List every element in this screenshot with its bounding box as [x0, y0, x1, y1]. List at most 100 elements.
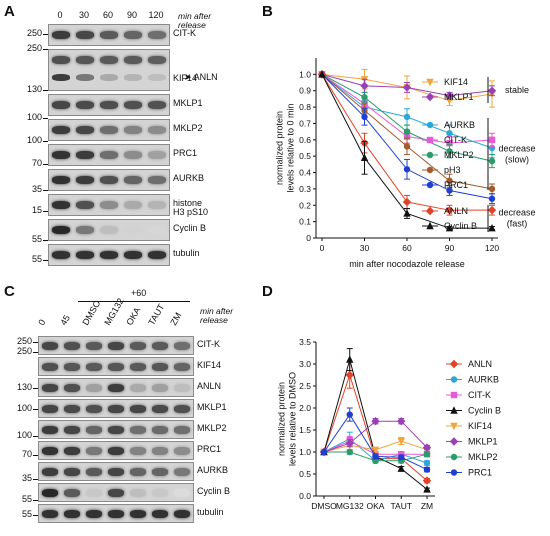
x-tick-label: 0 — [320, 243, 325, 253]
band — [42, 383, 58, 392]
row-label: CIT-K — [197, 338, 221, 349]
blot-strip — [48, 49, 170, 91]
band — [174, 467, 190, 476]
band — [42, 362, 58, 371]
group-bracket-c — [78, 301, 190, 302]
band — [64, 341, 80, 350]
data-point — [320, 448, 328, 456]
band — [152, 404, 168, 413]
chart-b: 0 0.1 0.2 0.3 0.4 0.5 0.6 0.7 0.8 0.9 1.0 0 30 60 90 12… — [275, 58, 536, 269]
blot-strip — [38, 462, 194, 481]
legend-label: CIT-K — [468, 390, 491, 400]
panel-letter-c: C — [4, 283, 15, 300]
time-caption-c-text: min after release — [200, 306, 234, 325]
legend-label: PRC1 — [468, 468, 492, 478]
y-tick-label: 0.2 — [299, 200, 311, 210]
mw-tick — [43, 141, 48, 142]
row-label: MKLP1 — [173, 98, 203, 108]
panel-letter-d: D — [262, 283, 273, 300]
row-label: PRC1 — [197, 443, 222, 454]
legend-label: MKLP2 — [468, 452, 498, 462]
data-point — [372, 457, 379, 464]
data-point — [426, 78, 434, 87]
data-point — [449, 359, 459, 369]
band — [152, 488, 168, 497]
y-tick-label: 0.8 — [299, 102, 311, 112]
mw-marker: 130 — [26, 84, 42, 94]
band — [100, 126, 118, 134]
band — [64, 446, 80, 455]
band — [124, 31, 142, 39]
mw-marker: 55 — [21, 494, 32, 504]
mw-marker: 35 — [21, 473, 32, 483]
y-tick-label: 0.3 — [299, 184, 311, 194]
data-point — [425, 92, 435, 102]
mw-tick — [43, 240, 48, 241]
x-tick-label: TAUT — [390, 501, 412, 511]
band — [174, 341, 190, 350]
y-tick-label: 0.5 — [299, 469, 311, 479]
mw-marker: 100 — [16, 430, 32, 440]
blot-strip — [48, 169, 170, 191]
band — [100, 226, 118, 234]
mw-tick — [33, 479, 38, 480]
band — [64, 383, 80, 392]
band — [148, 101, 166, 109]
mw-marker: 100 — [26, 135, 42, 145]
band — [174, 362, 190, 371]
band — [42, 404, 58, 413]
band — [130, 509, 146, 518]
band — [76, 251, 94, 259]
band — [174, 383, 190, 392]
mw-tick — [33, 515, 38, 516]
data-point — [345, 370, 354, 380]
band — [174, 404, 190, 413]
band — [86, 467, 102, 476]
legend-label: MKLP2 — [444, 150, 474, 160]
data-point — [403, 143, 411, 150]
data-point — [445, 223, 454, 232]
legend-label: Cyclin B — [468, 406, 501, 416]
panel-letter-b: B — [262, 3, 273, 20]
band — [148, 126, 166, 134]
mw-marker: 70 — [21, 449, 32, 459]
lane-label: 90 — [126, 10, 137, 20]
row-label: KIF14 — [173, 73, 198, 83]
mw-tick — [33, 352, 38, 353]
data-point — [371, 446, 380, 454]
band — [100, 56, 118, 64]
band — [130, 467, 146, 476]
data-point — [426, 121, 434, 129]
data-point — [449, 437, 459, 446]
data-point — [450, 469, 458, 476]
band — [64, 425, 80, 434]
data-point — [488, 157, 496, 165]
blot-strip — [38, 357, 194, 376]
band — [52, 251, 70, 259]
data-point — [445, 91, 454, 100]
group-label: stable — [505, 85, 529, 95]
band — [52, 226, 70, 234]
band — [64, 467, 80, 476]
row-label: Cyclin B — [197, 485, 231, 496]
band — [148, 31, 166, 39]
y-tick-label: 2.5 — [299, 381, 311, 391]
band — [64, 362, 80, 371]
mw-tick — [43, 90, 48, 91]
row-label: MKLP2 — [173, 123, 203, 133]
band — [86, 488, 102, 497]
band — [174, 509, 190, 518]
band — [86, 425, 102, 434]
legend-label: CIT-K — [444, 135, 467, 145]
lane-label: 0 — [36, 317, 48, 327]
mw-tick — [33, 455, 38, 456]
data-point — [422, 443, 432, 452]
anln-arrow-label: ➤ ANLN — [184, 72, 218, 82]
arrow-icon: ➤ — [184, 72, 192, 82]
y-tick-label: 0 — [306, 233, 311, 243]
y-tick-label: 0.4 — [299, 168, 311, 178]
band — [100, 176, 118, 184]
band — [86, 446, 102, 455]
band — [86, 404, 102, 413]
band — [100, 251, 118, 259]
